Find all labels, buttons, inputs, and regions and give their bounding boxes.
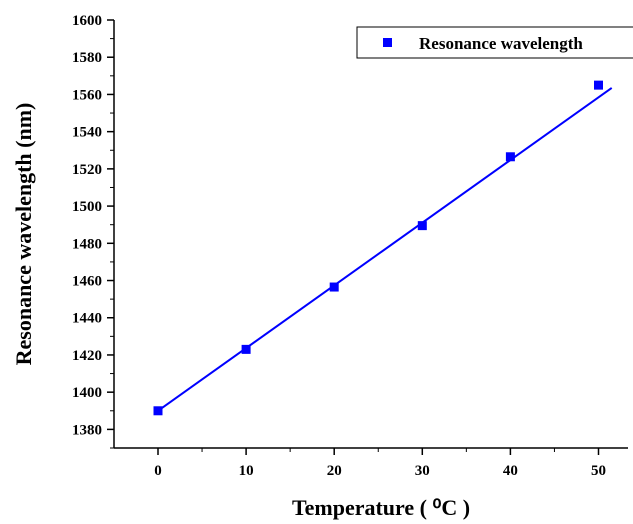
x-tick-label: 10 xyxy=(239,463,254,479)
data-point xyxy=(153,406,163,416)
data-points xyxy=(153,80,603,416)
legend-label: Resonance wavelength xyxy=(419,34,583,53)
data-point xyxy=(329,282,339,292)
y-tick-label: 1380 xyxy=(72,422,102,438)
y-tick-label: 1440 xyxy=(72,311,102,327)
x-tick-label: 40 xyxy=(503,463,518,479)
x-tick-label: 50 xyxy=(591,463,606,479)
y-tick-label: 1460 xyxy=(72,274,102,290)
x-tick-label: 30 xyxy=(415,463,430,479)
x-axis-title: Temperature ( ⁰C ) xyxy=(292,495,470,520)
y-tick-label: 1480 xyxy=(72,236,102,252)
y-tick-label: 1520 xyxy=(72,162,102,178)
y-tick-label: 1560 xyxy=(72,87,102,103)
data-point xyxy=(241,344,251,354)
fit-line xyxy=(157,87,613,412)
y-tick-label: 1420 xyxy=(72,348,102,364)
legend-marker xyxy=(383,38,392,47)
y-axis-title: Resonance wavelength (nm) xyxy=(11,103,36,366)
y-tick-label: 1400 xyxy=(72,385,102,401)
y-tick-label: 1580 xyxy=(72,50,102,66)
y-tick-label: 1600 xyxy=(72,13,102,29)
x-tick-label: 0 xyxy=(154,463,162,479)
data-point xyxy=(594,80,603,90)
data-point xyxy=(505,152,515,162)
y-ticks: 1380 1400 1420 1440 1460 1480 1500 1520 1540 1560… xyxy=(72,13,114,449)
data-point xyxy=(417,221,427,231)
x-ticks: 0 10 20 30 40 50 xyxy=(154,448,606,479)
y-tick-label: 1540 xyxy=(72,125,102,141)
x-tick-label: 20 xyxy=(327,463,342,479)
fit-line-layer xyxy=(157,87,613,412)
plot-frame xyxy=(113,20,628,449)
legend: Resonance wavelength xyxy=(356,26,633,59)
legend-box xyxy=(356,26,633,59)
y-tick-label: 1500 xyxy=(72,199,102,215)
